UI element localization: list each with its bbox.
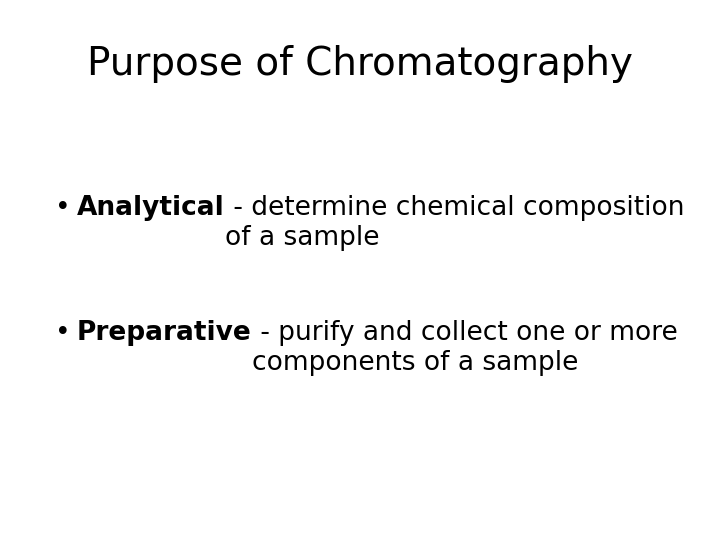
Text: - determine chemical composition
of a sample: - determine chemical composition of a sa… xyxy=(225,195,684,251)
Text: Analytical: Analytical xyxy=(77,195,225,221)
Text: •: • xyxy=(55,320,71,346)
Text: Preparative: Preparative xyxy=(77,320,252,346)
Text: •: • xyxy=(55,195,71,221)
Text: Purpose of Chromatography: Purpose of Chromatography xyxy=(87,45,633,83)
Text: - purify and collect one or more
components of a sample: - purify and collect one or more compone… xyxy=(252,320,678,376)
